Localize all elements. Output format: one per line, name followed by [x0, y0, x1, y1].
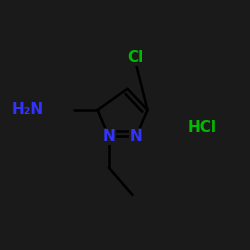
Text: HCl: HCl [188, 120, 217, 135]
Text: N: N [102, 129, 115, 144]
Text: H₂N: H₂N [12, 102, 44, 118]
Text: N: N [130, 129, 142, 144]
Text: Cl: Cl [127, 50, 143, 65]
